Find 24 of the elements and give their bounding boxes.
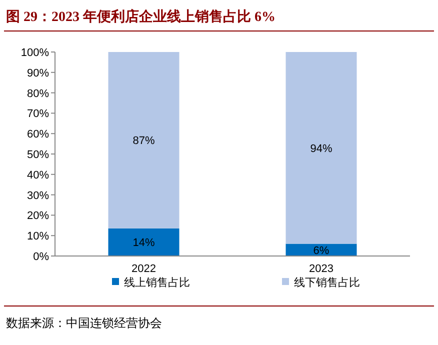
bar (286, 52, 357, 244)
y-tick-label: 100% (20, 47, 50, 59)
data-label: 14% (132, 237, 155, 250)
y-tick-label: 20% (26, 210, 50, 222)
y-tick-label: 90% (26, 67, 50, 80)
bar (108, 52, 180, 228)
source-note: 数据来源：中国连锁经营协会 (6, 316, 162, 330)
data-label: 6% (313, 244, 330, 257)
y-tick-label: 80% (26, 88, 50, 100)
y-tick-label: 10% (26, 230, 50, 243)
x-tick-label: 2023 (309, 263, 334, 275)
y-tick-label: 30% (26, 190, 50, 202)
bar (108, 228, 180, 256)
y-tick-label: 50% (26, 149, 50, 161)
data-label: 87% (132, 135, 155, 148)
y-tick-label: 40% (26, 169, 50, 182)
data-label: 94% (310, 142, 332, 155)
legend-label: 线下销售占比 (294, 276, 360, 289)
legend-label: 线上销售占比 (124, 276, 190, 289)
y-tick-label: 60% (26, 128, 50, 141)
chart-title: 图 29：2023 年便利店企业线上销售占比 6% (6, 8, 276, 25)
y-tick-label: 70% (26, 108, 50, 120)
y-tick-label: 0% (33, 251, 50, 263)
x-tick-label: 2022 (132, 263, 156, 275)
